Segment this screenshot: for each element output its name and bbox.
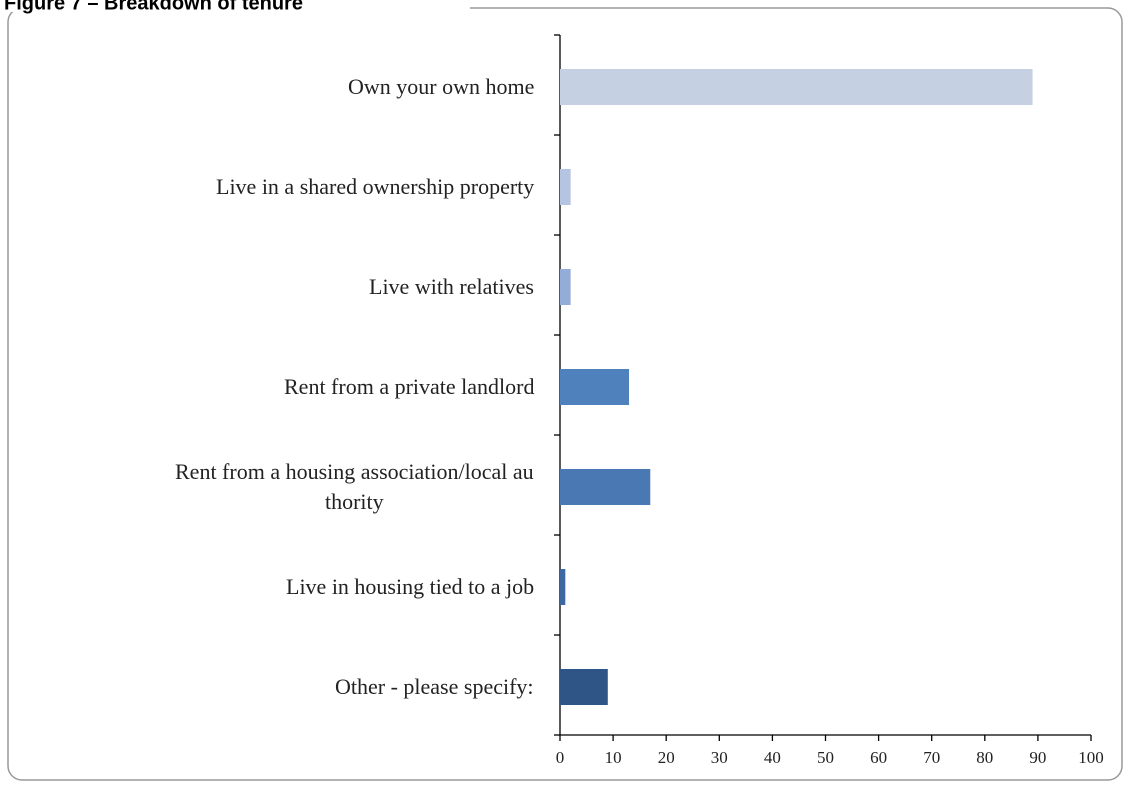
x-tick-label: 70 <box>923 748 940 767</box>
x-tick-label: 40 <box>764 748 781 767</box>
category-label: Rent from a private landlord <box>284 374 535 399</box>
x-tick-label: 0 <box>556 748 565 767</box>
x-tick-label: 100 <box>1078 748 1104 767</box>
x-tick-label: 30 <box>711 748 728 767</box>
bar <box>560 69 1033 105</box>
title-backdrop <box>0 0 470 12</box>
category-label: Rent from a housing association/local au… <box>175 459 534 514</box>
x-tick-label: 50 <box>817 748 834 767</box>
bar <box>560 669 608 705</box>
chart-title: Figure 7 – Breakdown of tenure <box>4 0 303 14</box>
x-tick-label: 60 <box>870 748 887 767</box>
x-tick-label: 20 <box>658 748 675 767</box>
x-tick-label: 90 <box>1029 748 1046 767</box>
category-label: Other - please specify: <box>335 674 534 699</box>
category-label: Live with relatives <box>369 274 534 299</box>
category-label: Live in a shared ownership property <box>216 174 535 199</box>
bar <box>560 369 630 405</box>
chart-frame <box>7 7 1123 781</box>
bar <box>560 169 571 205</box>
bar <box>560 569 566 605</box>
category-label: Own your own home <box>348 74 535 99</box>
category-label: Live in housing tied to a job <box>286 574 535 599</box>
x-tick-label: 80 <box>976 748 993 767</box>
x-tick-label: 10 <box>605 748 622 767</box>
bar <box>560 469 651 505</box>
bar <box>560 269 571 305</box>
